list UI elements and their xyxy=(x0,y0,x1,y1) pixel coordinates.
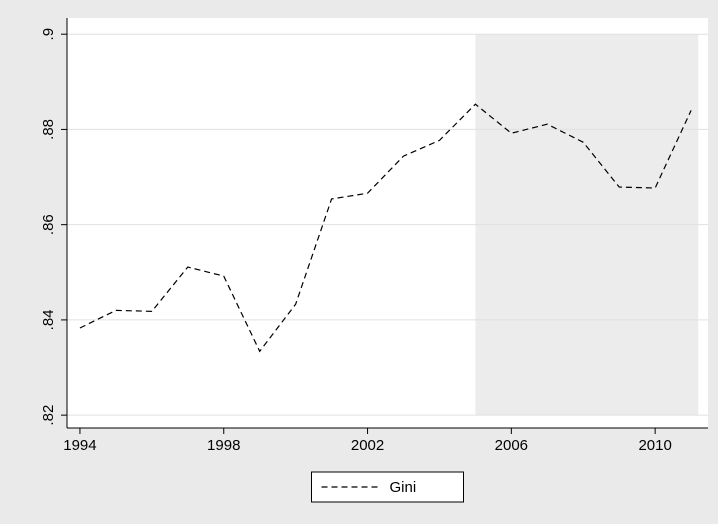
x-tick-label: 2002 xyxy=(351,437,384,454)
x-tick-label: 2006 xyxy=(495,437,528,454)
y-tick-label: .88 xyxy=(40,119,57,140)
x-tick-label: 2010 xyxy=(638,437,671,454)
series-line xyxy=(79,103,692,353)
legend-label: Gini xyxy=(390,479,417,496)
y-tick-label: .82 xyxy=(40,405,57,426)
x-tick-label: 1994 xyxy=(63,437,96,454)
x-tick-label: 1998 xyxy=(207,437,240,454)
y-tick-label: .84 xyxy=(40,309,57,330)
y-tick-label: .9 xyxy=(40,28,57,41)
y-tick-label: .86 xyxy=(40,214,57,235)
